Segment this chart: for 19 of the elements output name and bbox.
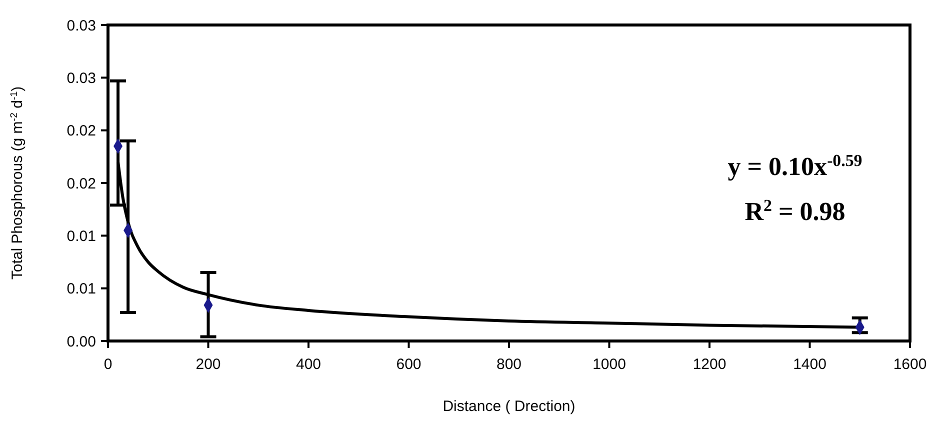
y-tick-label: 0.03 [66, 17, 96, 34]
y-tick-label: 0.01 [66, 228, 96, 245]
x-tick-label: 1000 [592, 356, 626, 373]
y-tick-label: 0.01 [66, 280, 96, 298]
x-tick-label: 200 [196, 356, 221, 373]
y-tick-label: 0.03 [66, 70, 96, 87]
annotation: R$^{2}$ = 0.98 [744, 196, 846, 226]
x-tick-label: 0 [104, 356, 112, 373]
x-tick-label: 1200 [692, 356, 726, 373]
x-tick-label: 800 [496, 356, 522, 373]
y-tick-label: 0.02 [66, 175, 96, 192]
annotation: y = 0.10x$^{-0.59}$ [728, 150, 862, 181]
x-tick-label: 400 [296, 356, 322, 373]
y-tick-label: 0.02 [66, 122, 96, 140]
x-tick-label: 1400 [793, 356, 826, 373]
x-tick-label: 1600 [893, 356, 927, 373]
y-tick-label: 0.00 [66, 333, 96, 350]
x-tick-label: 600 [396, 356, 422, 373]
x-axis-title: Distance ( Drection) [442, 398, 576, 415]
